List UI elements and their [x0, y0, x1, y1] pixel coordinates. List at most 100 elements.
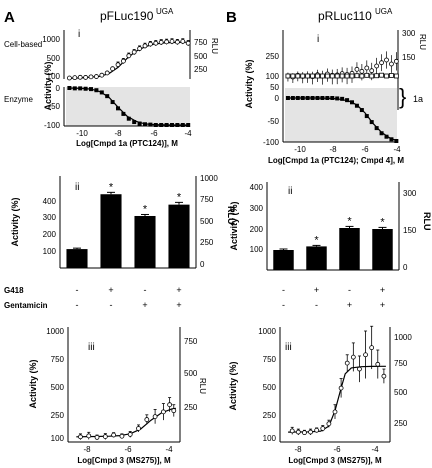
- a-i-ytick-0: 0: [56, 84, 61, 93]
- a-i-enzyme-point: [180, 123, 185, 127]
- b-i-rlu-label: RLU: [418, 34, 427, 50]
- a-iii-marks: [76, 397, 177, 440]
- b-ii-bar: [306, 246, 327, 270]
- b-iii-point: [375, 361, 381, 367]
- a-ii-g418-sign: +: [108, 285, 113, 295]
- b-ii-y-label: Activity (%): [229, 201, 239, 250]
- b-ii-bar: [339, 228, 360, 270]
- b-i-series2-point: [359, 73, 365, 79]
- a-iii-y-label: Activity (%): [28, 359, 38, 408]
- a-iii-point: [144, 417, 150, 422]
- a-i-cell-point: [115, 62, 121, 68]
- a-ii-gentamicin-sign: -: [110, 300, 113, 310]
- b-ii-g418-sign: -: [282, 285, 285, 295]
- b-ii-bar: [372, 229, 393, 270]
- a-i-enzyme-point: [148, 122, 153, 127]
- b-ii-rlu-label: RLU: [422, 212, 432, 231]
- a-iii-point: [152, 414, 158, 420]
- b-ii-significance-star: *: [347, 215, 352, 227]
- a-i-cell-point: [164, 39, 170, 45]
- b-i-series2-point: [364, 72, 370, 78]
- a-i-ytick-neg50: -50: [48, 102, 60, 111]
- b-i-series2-point: [305, 73, 311, 79]
- b-i-ytick-neg50: -50: [267, 117, 279, 126]
- b-i-series3-point: [364, 114, 369, 119]
- a-ii-y-label: Activity (%): [10, 197, 20, 246]
- b-iii-point: [350, 354, 356, 360]
- a-i-cell-point: [99, 72, 105, 78]
- a-i-enzyme-point: [67, 86, 72, 90]
- a-i-xtick-neg6: -6: [150, 129, 158, 138]
- b-i-series2-point: [329, 73, 335, 79]
- b-iii-ytick-250: 250: [263, 411, 277, 420]
- b-iii-point: [302, 430, 307, 436]
- b-i-xtick-neg4: -4: [393, 145, 401, 154]
- b-i-rlu-150: 150: [402, 53, 416, 62]
- b-iii-point: [363, 352, 368, 358]
- b-i-series3-point: [389, 137, 394, 142]
- a-i-cell-point: [121, 58, 126, 64]
- a-iii-xtick-neg4: -4: [165, 445, 173, 454]
- a-i-cell-point: [147, 41, 153, 47]
- a-i-xtick-neg10: -10: [76, 129, 88, 138]
- a-ii-ytick-400: 400: [43, 197, 57, 206]
- b-iii-x-label: Log[Cmpd 3 (MS275)], M: [288, 456, 382, 465]
- b-iii-ytick-500: 500: [263, 383, 277, 392]
- b-i-series2-point: [389, 73, 394, 78]
- b-i-series3-point: [285, 96, 290, 100]
- a-ii-gentamicin-sign: -: [76, 300, 79, 310]
- b-iii-point: [320, 426, 326, 431]
- roman-ii-a: ii: [75, 182, 79, 193]
- a-ii-ytick-300: 300: [43, 213, 57, 222]
- a-i-cell-point: [153, 40, 159, 46]
- panel-b-letter: B: [226, 9, 237, 26]
- b-i-series2-point: [344, 73, 350, 79]
- a-iii-fit-curve: [76, 407, 176, 438]
- b-i-ytick-50: 50: [270, 83, 279, 92]
- b-iii-xtick-neg4: -4: [371, 445, 379, 454]
- b-iii-xtick-neg6: -6: [333, 445, 341, 454]
- a-ii-rlu-250: 250: [200, 238, 214, 247]
- b-i-series2-point: [320, 73, 325, 79]
- b-i-series2-point: [285, 73, 291, 79]
- a-iii-ytick-500: 500: [51, 383, 65, 392]
- b-i-series3-point: [354, 103, 359, 108]
- a-ii-g418-sign: -: [144, 285, 147, 295]
- b-i-series1-point: [393, 58, 399, 64]
- b-i-series3-point: [330, 96, 335, 100]
- a-ii-significance-star: *: [143, 203, 148, 215]
- b-ii-ytick-200: 200: [250, 225, 264, 234]
- b-i-marks: [285, 51, 399, 143]
- panel-a-superscript: UGA: [156, 7, 174, 16]
- a-i-ytick-100: 100: [47, 72, 61, 81]
- a-i-cell-point: [126, 53, 132, 59]
- b-i-series1-point: [354, 66, 360, 72]
- b-i-rlu-300: 300: [402, 29, 416, 38]
- a-i-cell-point: [137, 46, 143, 51]
- b-i-x-label: Log[Cmpd 1a (PTC124); Cmpd 4], M: [268, 156, 404, 165]
- b-ii-ytick-400: 400: [250, 183, 264, 192]
- b-i-series1-point: [359, 68, 365, 74]
- b-iii-ytick-750: 750: [263, 355, 277, 364]
- panel-b-ii: ii 400 300 200 100 300 150 0 RLU Activit…: [229, 182, 432, 310]
- a-i-cell-point: [180, 39, 186, 44]
- b-i-series2-point: [324, 73, 330, 79]
- b-i-series2-point: [374, 73, 380, 79]
- a-i-cell-point: [94, 74, 99, 79]
- cell-based-label: Cell-based: [4, 40, 42, 49]
- a-i-cell-point: [169, 39, 175, 44]
- panel-a-title: pFLuc190: [100, 9, 154, 23]
- b-iii-ytick-1000: 1000: [258, 327, 276, 336]
- b-i-series2-point: [379, 72, 384, 78]
- b-ii-gentamicin-sign: -: [282, 300, 285, 310]
- b-i-series3-point: [325, 96, 330, 100]
- a-i-enzyme-point: [170, 123, 174, 127]
- b-i-series1-point: [389, 61, 394, 67]
- roman-ii-b: ii: [288, 186, 292, 197]
- b-iii-point: [314, 427, 320, 433]
- a-ii-rlu-label: RLU: [226, 206, 236, 225]
- b-ii-rlu-0: 0: [403, 263, 408, 272]
- b-i-series3-point: [374, 126, 379, 131]
- b-i-series3-point: [350, 100, 354, 105]
- b-i-series1-point: [364, 65, 370, 71]
